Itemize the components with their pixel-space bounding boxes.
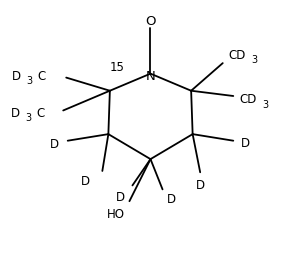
- Text: HO: HO: [107, 208, 125, 221]
- Text: D: D: [167, 193, 176, 206]
- Text: D: D: [241, 137, 250, 150]
- Text: 15: 15: [110, 61, 125, 74]
- Text: 3: 3: [26, 76, 33, 86]
- Text: 3: 3: [25, 113, 31, 123]
- Text: O: O: [145, 14, 156, 28]
- Text: D: D: [196, 179, 205, 192]
- Text: 3: 3: [251, 55, 257, 65]
- Text: D: D: [116, 191, 125, 204]
- Text: C: C: [38, 70, 46, 83]
- Text: D: D: [50, 138, 59, 151]
- Text: D: D: [81, 175, 90, 188]
- Text: D: D: [12, 70, 21, 83]
- Text: N: N: [146, 70, 155, 83]
- Text: 3: 3: [262, 100, 268, 110]
- Text: CD: CD: [239, 93, 257, 107]
- Text: C: C: [36, 107, 44, 120]
- Text: CD: CD: [229, 49, 246, 62]
- Text: D: D: [11, 107, 20, 120]
